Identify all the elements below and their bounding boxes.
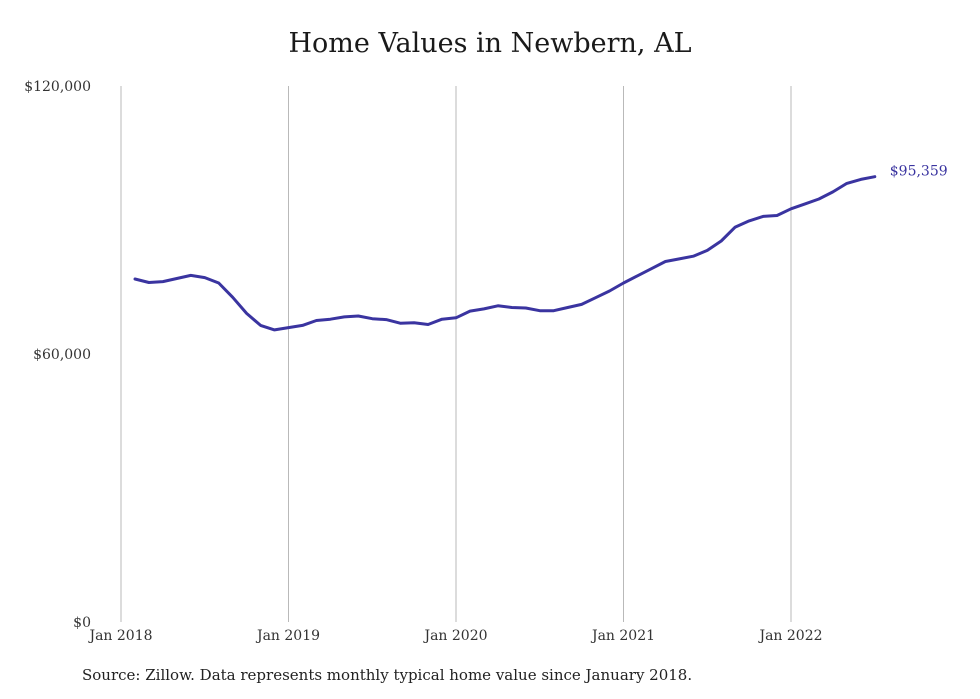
- x-tick-label: Jan 2019: [255, 628, 320, 644]
- source-note: Source: Zillow. Data represents monthly …: [82, 666, 693, 684]
- y-tick-label: $120,000: [24, 79, 91, 95]
- series-lines: [133, 175, 877, 332]
- y-tick-label: $0: [73, 615, 91, 631]
- x-tick-label: Jan 2021: [590, 628, 655, 644]
- y-axis-ticks: $0 $60,000 $120,000: [24, 79, 91, 631]
- series-line: [133, 175, 877, 332]
- x-tick-label: Jan 2018: [87, 628, 152, 644]
- end-value-label: $95,359: [890, 164, 948, 180]
- gridlines: [120, 86, 792, 622]
- y-tick-label: $60,000: [33, 347, 91, 363]
- end-labels: $95,359: [890, 164, 948, 180]
- x-tick-label: Jan 2022: [757, 628, 822, 644]
- x-axis-ticks: Jan 2018 Jan 2019 Jan 2020 Jan 2021 Jan 2022: [87, 628, 822, 644]
- x-tick-label: Jan 2020: [422, 628, 487, 644]
- chart-title: Home Values in Newbern, AL: [288, 28, 692, 59]
